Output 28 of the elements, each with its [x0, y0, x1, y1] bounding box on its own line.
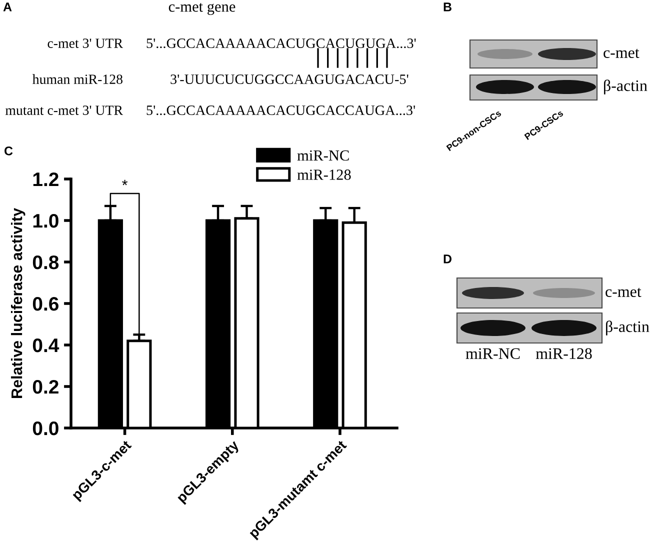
- text: c-met: [604, 48, 640, 58]
- text: c-met gene: [168, 3, 236, 15]
- text: mutant c-met 3' UTR: [5, 106, 123, 115]
- text: C: [4, 146, 13, 156]
- y-tick-label: 0.0: [32, 421, 58, 436]
- text: β-actin: [604, 80, 648, 94]
- y-tick-label: 0.4: [32, 338, 60, 352]
- text: miR-128: [536, 348, 592, 359]
- text: B: [444, 2, 452, 12]
- text: c-met 3' UTR: [48, 38, 123, 48]
- legend-label: miR-NC: [297, 150, 349, 161]
- text: c-met: [606, 288, 642, 297]
- text: D: [444, 254, 452, 264]
- y-tick-label: 1.2: [33, 172, 58, 186]
- y-tick-label: 0.2: [32, 380, 58, 394]
- y-tick-label: 1.0: [33, 214, 58, 228]
- text: miR-NC: [466, 348, 520, 359]
- legend-label: miR-128: [297, 170, 351, 180]
- text: A: [3, 2, 12, 12]
- y-axis-title: Relative luciferase activity: [10, 208, 26, 398]
- y-tick-label: 0.8: [32, 255, 59, 270]
- text: β-actin: [606, 320, 650, 336]
- text: human miR-128: [32, 74, 122, 84]
- text: 5'...GCCACAAAAACACUGCACUGUGA...3': [146, 38, 416, 48]
- text: 3'-UUUCUCUGGCCAAGUGACACU-5': [170, 74, 408, 84]
- annotation: *: [122, 180, 128, 186]
- y-tick-label: 0.6: [32, 296, 58, 311]
- text: 5'...GCCACAAAAACACUGCACCAUGA...3': [146, 106, 415, 116]
